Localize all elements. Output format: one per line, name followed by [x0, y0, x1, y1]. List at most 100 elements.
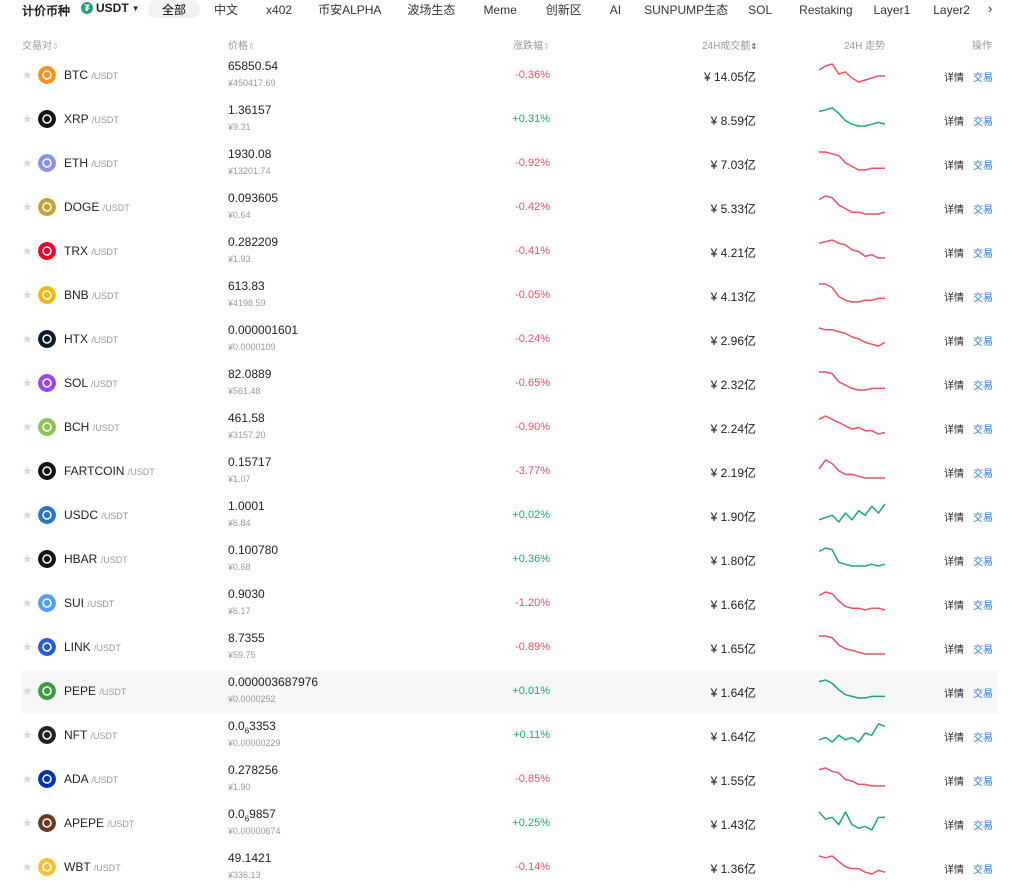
detail-link[interactable]: 详情	[944, 337, 964, 348]
trade-link[interactable]: 交易	[973, 557, 993, 568]
trade-link[interactable]: 交易	[973, 205, 993, 216]
table-row[interactable]: ★ TRX /USDT 0.282209 ¥1.93 -0.41% ¥ 4.21…	[22, 230, 998, 274]
favorite-star-icon[interactable]: ★	[22, 508, 33, 522]
table-row[interactable]: ★ BNB /USDT 613.83 ¥4198.59 -0.05% ¥ 4.1…	[22, 274, 998, 318]
column-header-volume[interactable]: 24H成交额⇕	[702, 41, 758, 52]
detail-link[interactable]: 详情	[944, 117, 964, 128]
trading-pair[interactable]: WBT /USDT	[64, 860, 121, 874]
table-row[interactable]: ★ BCH /USDT 461.58 ¥3157.20 -0.90% ¥ 2.2…	[22, 406, 998, 450]
trading-pair[interactable]: SUI /USDT	[64, 596, 114, 610]
favorite-star-icon[interactable]: ★	[22, 420, 33, 434]
tab-3[interactable]: 币安ALPHA	[318, 3, 382, 17]
trading-pair[interactable]: HTX /USDT	[64, 332, 118, 346]
tab-4[interactable]: 波场生态	[407, 3, 456, 17]
table-row[interactable]: ★ HTX /USDT 0.000001601 ¥0.0000109 -0.24…	[22, 318, 998, 362]
table-row[interactable]: ★ LINK /USDT 8.7355 ¥59.75 -0.89% ¥ 1.65…	[22, 626, 998, 670]
trading-pair[interactable]: DOGE /USDT	[64, 200, 130, 214]
table-row[interactable]: ★ SOL /USDT 82.0889 ¥561.48 -0.65% ¥ 2.3…	[22, 362, 998, 406]
currency-select[interactable]: ₮ USDT ▼	[81, 1, 140, 15]
trading-pair[interactable]: ADA /USDT	[64, 772, 118, 786]
favorite-star-icon[interactable]: ★	[22, 112, 33, 126]
favorite-star-icon[interactable]: ★	[22, 772, 33, 786]
trading-pair[interactable]: ETH /USDT	[64, 156, 118, 170]
favorite-star-icon[interactable]: ★	[22, 332, 33, 346]
trade-link[interactable]: 交易	[973, 469, 993, 480]
trading-pair[interactable]: SOL /USDT	[64, 376, 118, 390]
column-header-change[interactable]: 涨跌幅⇕	[513, 41, 550, 52]
tab-11[interactable]: Layer1	[873, 3, 911, 17]
trade-link[interactable]: 交易	[973, 865, 993, 876]
favorite-star-icon[interactable]: ★	[22, 860, 33, 874]
favorite-star-icon[interactable]: ★	[22, 728, 33, 742]
detail-link[interactable]: 详情	[944, 601, 964, 612]
trade-link[interactable]: 交易	[973, 293, 993, 304]
table-row[interactable]: ★ WBT /USDT 49.1421 ¥336.13 -0.14% ¥ 1.3…	[22, 846, 998, 890]
table-row[interactable]: ★ PEPE /USDT 0.000003687976 ¥0.0000252 +…	[22, 670, 998, 714]
table-row[interactable]: ★ SUI /USDT 0.9030 ¥6.17 -1.20% ¥ 1.66亿 …	[22, 582, 998, 626]
favorite-star-icon[interactable]: ★	[22, 464, 33, 478]
table-row[interactable]: ★ APEPE /USDT 0.069857 ¥0.00000674 +0.25…	[22, 802, 998, 846]
tab-6[interactable]: 创新区	[545, 3, 582, 17]
detail-link[interactable]: 详情	[944, 161, 964, 172]
favorite-star-icon[interactable]: ★	[22, 288, 33, 302]
trade-link[interactable]: 交易	[973, 117, 993, 128]
trading-pair[interactable]: USDC /USDT	[64, 508, 128, 522]
trading-pair[interactable]: FARTCOIN /USDT	[64, 464, 155, 478]
detail-link[interactable]: 详情	[944, 645, 964, 656]
table-row[interactable]: ★ DOGE /USDT 0.093605 ¥0.64 -0.42% ¥ 5.3…	[22, 186, 998, 230]
trade-link[interactable]: 交易	[973, 689, 993, 700]
table-row[interactable]: ★ ETH /USDT 1930.08 ¥13201.74 -0.92% ¥ 7…	[22, 142, 998, 186]
trade-link[interactable]: 交易	[973, 513, 993, 524]
tab-10[interactable]: Restaking	[799, 3, 853, 17]
detail-link[interactable]: 详情	[944, 689, 964, 700]
favorite-star-icon[interactable]: ★	[22, 376, 33, 390]
detail-link[interactable]: 详情	[944, 293, 964, 304]
favorite-star-icon[interactable]: ★	[22, 68, 33, 82]
tab-7[interactable]: AI	[609, 3, 622, 17]
favorite-star-icon[interactable]: ★	[22, 596, 33, 610]
table-row[interactable]: ★ HBAR /USDT 0.100780 ¥0.68 +0.36% ¥ 1.8…	[22, 538, 998, 582]
trade-link[interactable]: 交易	[973, 73, 993, 84]
column-header-pair[interactable]: 交易对⇕	[22, 41, 59, 52]
favorite-star-icon[interactable]: ★	[22, 816, 33, 830]
trading-pair[interactable]: BNB /USDT	[64, 288, 119, 302]
chevron-right-icon[interactable]: ›	[988, 1, 993, 16]
favorite-star-icon[interactable]: ★	[22, 156, 33, 170]
trading-pair[interactable]: APEPE /USDT	[64, 816, 134, 830]
tab-2[interactable]: x402	[266, 3, 293, 17]
tab-1[interactable]: 中文	[214, 3, 239, 17]
trading-pair[interactable]: LINK /USDT	[64, 640, 121, 654]
detail-link[interactable]: 详情	[944, 865, 964, 876]
column-header-price[interactable]: 价格⇕	[228, 41, 255, 52]
table-row[interactable]: ★ NFT /USDT 0.063353 ¥0.00000229 +0.11% …	[22, 714, 998, 758]
favorite-star-icon[interactable]: ★	[22, 684, 33, 698]
detail-link[interactable]: 详情	[944, 777, 964, 788]
detail-link[interactable]: 详情	[944, 733, 964, 744]
detail-link[interactable]: 详情	[944, 821, 964, 832]
trade-link[interactable]: 交易	[973, 249, 993, 260]
table-row[interactable]: ★ XRP /USDT 1.36157 ¥9.31 +0.31% ¥ 8.59亿…	[22, 98, 998, 142]
detail-link[interactable]: 详情	[944, 205, 964, 216]
favorite-star-icon[interactable]: ★	[22, 552, 33, 566]
tab-9[interactable]: SOL	[748, 3, 773, 17]
trading-pair[interactable]: BCH /USDT	[64, 420, 120, 434]
detail-link[interactable]: 详情	[944, 557, 964, 568]
detail-link[interactable]: 详情	[944, 513, 964, 524]
trade-link[interactable]: 交易	[973, 425, 993, 436]
trading-pair[interactable]: PEPE /USDT	[64, 684, 126, 698]
trading-pair[interactable]: HBAR /USDT	[64, 552, 128, 566]
detail-link[interactable]: 详情	[944, 249, 964, 260]
tab-0[interactable]: 全部	[148, 0, 201, 18]
trading-pair[interactable]: TRX /USDT	[64, 244, 118, 258]
trading-pair[interactable]: XRP /USDT	[64, 112, 119, 126]
favorite-star-icon[interactable]: ★	[22, 200, 33, 214]
detail-link[interactable]: 详情	[944, 469, 964, 480]
tab-5[interactable]: Meme	[483, 3, 517, 17]
tab-12[interactable]: Layer2	[933, 3, 970, 17]
tab-8[interactable]: SUNPUMP生态	[644, 3, 729, 17]
trading-pair[interactable]: NFT /USDT	[64, 728, 117, 742]
trade-link[interactable]: 交易	[973, 161, 993, 172]
trade-link[interactable]: 交易	[973, 645, 993, 656]
trade-link[interactable]: 交易	[973, 381, 993, 392]
trade-link[interactable]: 交易	[973, 777, 993, 788]
